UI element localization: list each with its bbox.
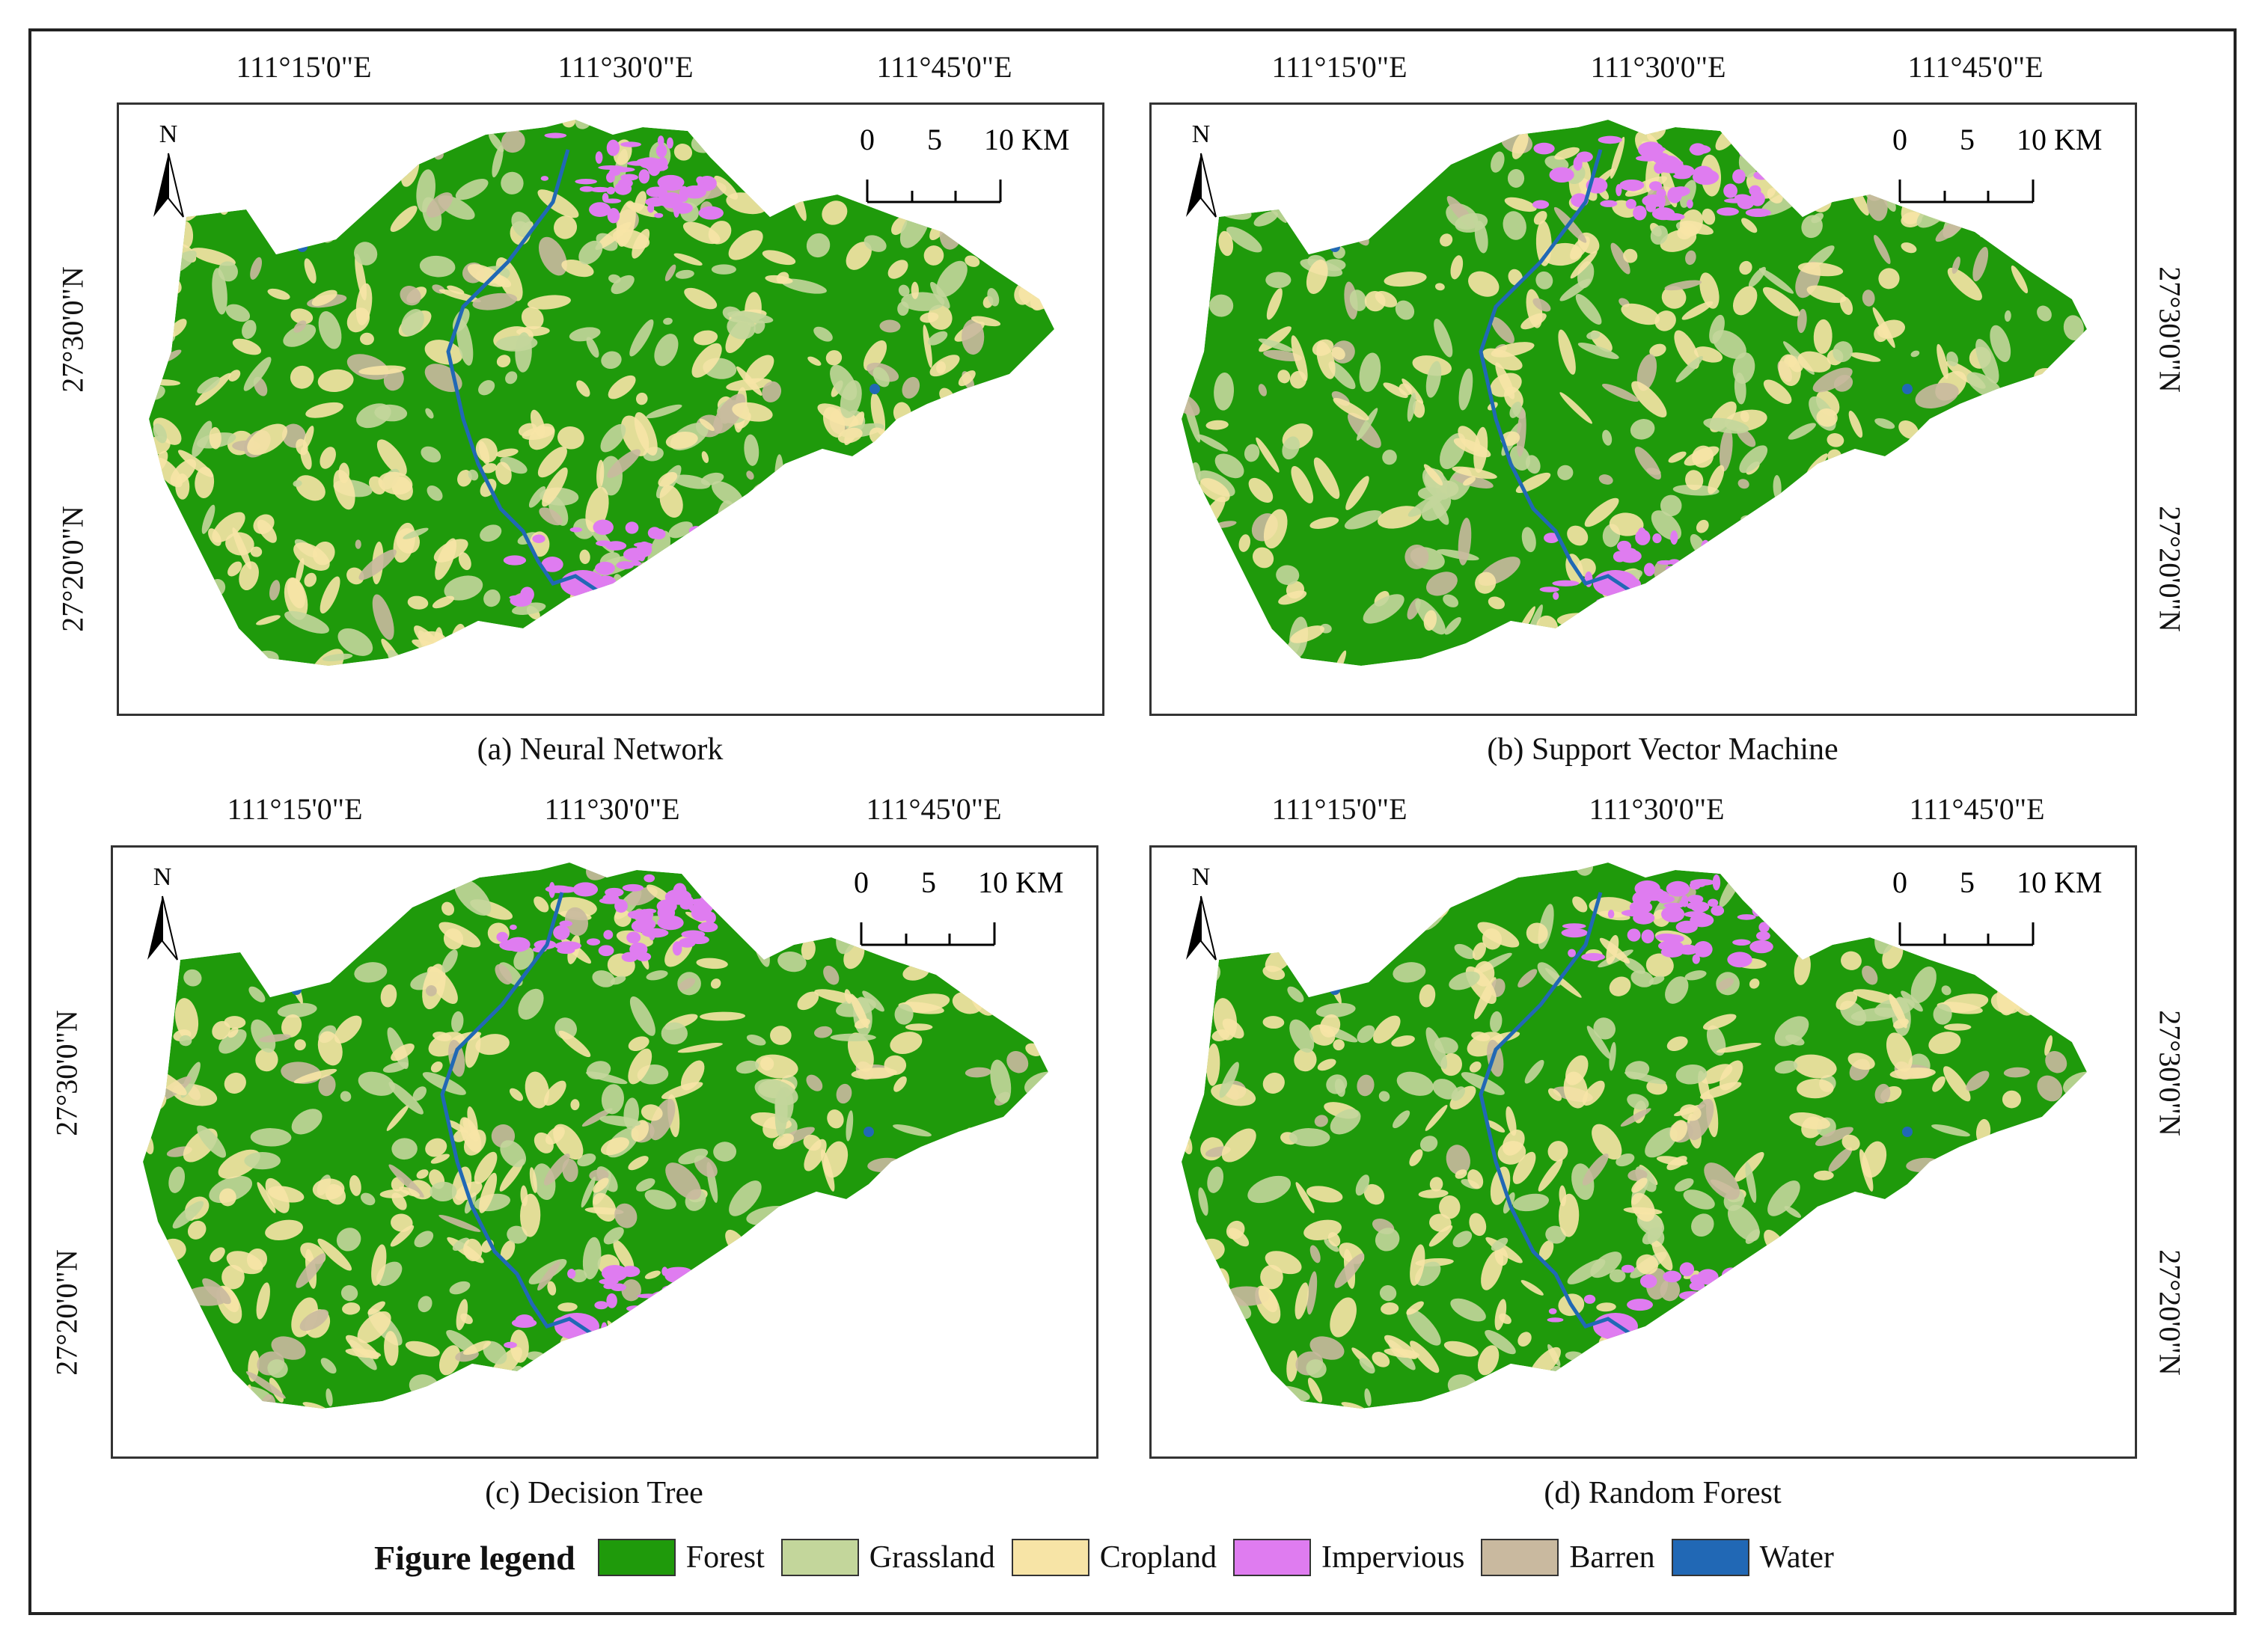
legend-label: Barren (1569, 1540, 1655, 1575)
latitude-label: 27°30'0"N (55, 266, 90, 393)
figure-legend: Figure legend Forest Grassland Cropland … (374, 1535, 1850, 1580)
land-cover-map: N 0 5 10 KM (149, 120, 1069, 666)
forest-swatch (597, 1539, 676, 1576)
legend-item-cropland: Cropland (1011, 1539, 1217, 1576)
legend-item-forest: Forest (597, 1539, 765, 1576)
map-panel-support-vector-machine: N 0 5 10 KM (1149, 102, 2137, 716)
water-swatch (1671, 1539, 1749, 1576)
svg-text:0: 0 (1892, 123, 1907, 156)
svg-text:0: 0 (860, 123, 875, 156)
svg-text:5: 5 (1960, 123, 1975, 156)
land-cover-map: N 0 5 10 KM (1182, 863, 2102, 1409)
scale-bar: 0 5 10 KM (1892, 123, 2102, 203)
north-arrow-icon: N (1186, 863, 1217, 961)
longitude-label: 111°30'0"E (1590, 50, 1726, 84)
legend-item-water: Water (1671, 1539, 1834, 1576)
impervious-swatch (1233, 1539, 1312, 1576)
north-arrow-icon: N (1186, 120, 1217, 218)
panel-caption: (a) Neural Network (477, 732, 724, 767)
longitude-label: 111°15'0"E (227, 792, 363, 826)
svg-text:10 KM: 10 KM (984, 123, 1069, 156)
svg-text:N: N (1192, 120, 1211, 148)
grassland-swatch (780, 1539, 859, 1576)
legend-item-impervious: Impervious (1233, 1539, 1464, 1576)
svg-text:N: N (153, 863, 172, 891)
longitude-label: 111°15'0"E (236, 50, 372, 84)
latitude-label: 27°20'0"N (2153, 1249, 2187, 1376)
legend-label: Impervious (1321, 1540, 1465, 1575)
svg-text:5: 5 (927, 123, 942, 156)
panel-caption: (d) Random Forest (1544, 1476, 1782, 1510)
latitude-label: 27°20'0"N (55, 506, 90, 632)
map-panel-random-forest: N 0 5 10 KM (1149, 845, 2137, 1459)
panel-caption: (b) Support Vector Machine (1487, 732, 1838, 767)
svg-text:10 KM: 10 KM (978, 866, 1063, 899)
cropland-swatch (1011, 1539, 1089, 1576)
map-panel-neural-network: N 0 5 10 KM (117, 102, 1104, 716)
svg-text:0: 0 (1892, 866, 1907, 899)
latitude-label: 27°30'0"N (2153, 1010, 2187, 1136)
legend-item-grassland: Grassland (780, 1539, 995, 1576)
legend-item-barren: Barren (1481, 1539, 1655, 1576)
svg-text:0: 0 (854, 866, 869, 899)
longitude-label: 111°45'0"E (876, 50, 1012, 84)
legend-label: Grassland (869, 1540, 995, 1575)
svg-text:N: N (1192, 863, 1211, 891)
svg-text:N: N (159, 120, 178, 148)
longitude-label: 111°15'0"E (1271, 50, 1407, 84)
land-cover-map: N 0 5 10 KM (1182, 120, 2102, 666)
legend-label: Forest (685, 1540, 765, 1575)
land-cover-map: N 0 5 10 KM (143, 863, 1063, 1409)
longitude-label: 111°45'0"E (1907, 50, 2044, 84)
svg-text:10 KM: 10 KM (2017, 123, 2102, 156)
barren-swatch (1481, 1539, 1559, 1576)
longitude-label: 111°30'0"E (557, 50, 694, 84)
longitude-label: 111°45'0"E (866, 792, 1002, 826)
latitude-label: 27°20'0"N (2153, 506, 2187, 632)
svg-text:5: 5 (921, 866, 936, 899)
legend-label: Cropland (1099, 1540, 1217, 1575)
map-panel-decision-tree: N 0 5 10 KM (111, 845, 1098, 1459)
longitude-label: 111°15'0"E (1271, 792, 1407, 826)
north-arrow-icon: N (153, 120, 184, 218)
scale-bar: 0 5 10 KM (854, 866, 1063, 946)
longitude-label: 111°30'0"E (544, 792, 680, 826)
latitude-label: 27°30'0"N (49, 1010, 84, 1136)
panel-caption: (c) Decision Tree (485, 1476, 703, 1510)
legend-label: Water (1759, 1540, 1834, 1575)
scale-bar: 0 5 10 KM (1892, 866, 2102, 946)
longitude-label: 111°45'0"E (1909, 792, 2045, 826)
longitude-label: 111°30'0"E (1589, 792, 1725, 826)
scale-bar: 0 5 10 KM (860, 123, 1069, 203)
latitude-label: 27°20'0"N (49, 1249, 84, 1376)
latitude-label: 27°30'0"N (2153, 266, 2187, 393)
legend-title: Figure legend (374, 1538, 575, 1577)
north-arrow-icon: N (147, 863, 178, 961)
svg-text:5: 5 (1960, 866, 1975, 899)
svg-text:10 KM: 10 KM (2017, 866, 2102, 899)
